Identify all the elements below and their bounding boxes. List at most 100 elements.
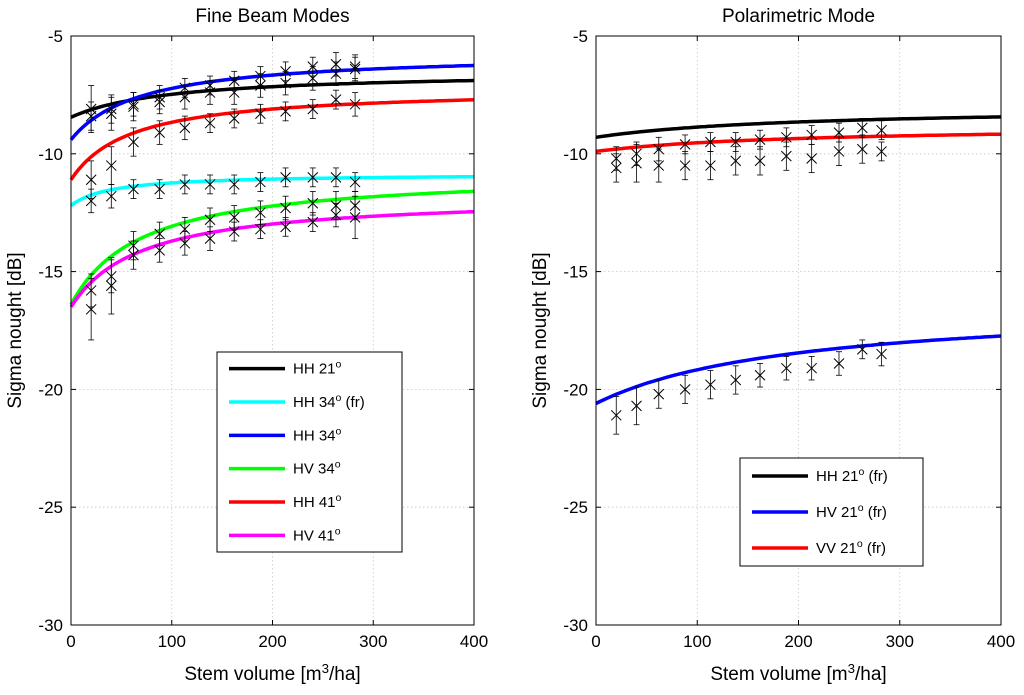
x-tick-label: 0 (66, 632, 75, 651)
data-point-marker (705, 160, 716, 171)
chart-title: Polarimetric Mode (722, 6, 875, 27)
legend: HH 21o (fr) HV 21o (fr) VV 21 o (fr) (739, 457, 924, 567)
data-point-marker (128, 183, 139, 195)
text-part: HH 34 (293, 394, 336, 411)
superscript: 3 (848, 661, 855, 676)
data-point-marker (204, 179, 216, 190)
data-point-marker (204, 214, 216, 226)
data-point-marker (349, 61, 361, 72)
data-point-marker (833, 127, 845, 138)
data-point-marker (228, 75, 240, 87)
x-tick-label: 300 (886, 632, 914, 651)
text-part: Stem volume [m (184, 664, 321, 685)
data-point-marker (228, 179, 240, 190)
data-point-marker (179, 223, 191, 235)
data-point-marker (280, 221, 291, 233)
y-tick-label: -25 (563, 498, 588, 517)
y-tick-label: -15 (563, 263, 588, 282)
data-point-marker (280, 202, 291, 214)
series-line-2 (595, 334, 1002, 406)
data-point-marker (128, 136, 139, 148)
data-point-marker (307, 216, 319, 228)
data-point-marker (280, 77, 291, 89)
data-point-marker (610, 162, 622, 174)
text-part: HV 34 (293, 461, 335, 478)
data-point-marker (876, 348, 887, 360)
text-part: HH 34 (293, 427, 336, 444)
y-tick-label: -20 (563, 380, 588, 399)
observation-set-2 (610, 134, 887, 183)
data-point-marker (679, 160, 691, 171)
data-point-marker (280, 172, 291, 183)
data-point-marker (179, 122, 191, 134)
text-part: Stem volume [m (710, 664, 847, 685)
data-point-marker (85, 303, 97, 315)
data-point-marker (105, 280, 117, 292)
legend-label: HH 34o (293, 425, 342, 444)
x-tick-label: 0 (591, 632, 600, 651)
x-tick-label: 200 (258, 632, 286, 651)
chart-title: Fine Beam Modes (195, 6, 349, 27)
legend-label: HH 41o (293, 492, 342, 511)
series-line-2 (69, 174, 474, 208)
series-line-4 (69, 189, 475, 306)
text-part: /ha] (329, 664, 361, 685)
y-tick-label: -25 (38, 498, 63, 517)
x-tick-label: 100 (158, 632, 186, 651)
data-point-marker (856, 143, 868, 155)
x-axis-label: Stem volume [m3/ha] (184, 661, 360, 686)
text-part: (fr) (863, 540, 886, 557)
data-point-marker (85, 110, 97, 122)
data-point-marker (105, 190, 117, 202)
data-point-marker (85, 195, 97, 207)
text-part: HV 41 (293, 527, 335, 544)
data-point-marker (154, 183, 166, 195)
data-point-marker (85, 174, 97, 186)
data-point-marker (204, 117, 216, 129)
data-point-marker (679, 139, 691, 150)
legend-label: HH 21o (293, 359, 342, 378)
data-point-marker (653, 160, 665, 171)
data-point-marker (349, 98, 361, 110)
data-point-marker (856, 343, 868, 355)
data-point-marker (631, 157, 642, 169)
series-line-5 (69, 98, 475, 181)
data-point-marker (780, 150, 792, 162)
data-point-marker (876, 146, 887, 157)
data-point-marker (255, 176, 266, 188)
data-point-marker (679, 384, 691, 395)
observation-set-4 (85, 167, 361, 214)
legend-label: HV 21o (fr) (816, 502, 887, 521)
data-point-marker (806, 129, 818, 141)
superscript: o (335, 525, 341, 537)
data-point-marker (307, 197, 319, 209)
data-point-marker (307, 103, 319, 115)
text-part: VV 21 (816, 540, 857, 557)
legend-label: HH 21o (fr) (816, 466, 888, 485)
data-point-marker (228, 226, 240, 237)
data-point-marker (255, 70, 266, 82)
superscript: o (335, 459, 341, 471)
superscript: o (858, 502, 864, 514)
data-point-marker (307, 61, 319, 72)
text-part: (fr) (864, 468, 887, 485)
superscript: o (336, 359, 342, 371)
observation-set-2 (85, 52, 361, 131)
data-point-marker (179, 82, 191, 94)
series-line-1 (595, 115, 1002, 140)
data-point-marker (228, 87, 240, 98)
y-axis-label: Sigma nought [dB] (5, 252, 26, 408)
data-point-marker (833, 358, 845, 369)
data-point-marker (307, 73, 319, 84)
data-point-marker (179, 179, 191, 190)
legend-box (216, 351, 403, 553)
data-point-marker (255, 223, 266, 235)
data-point-marker (754, 155, 766, 167)
legend-label: HV 34o (293, 459, 341, 478)
superscript: o (336, 492, 342, 504)
data-point-marker (705, 136, 716, 148)
text-part: /ha] (855, 664, 887, 685)
y-tick-label: -30 (563, 616, 588, 635)
data-point-marker (154, 91, 166, 103)
